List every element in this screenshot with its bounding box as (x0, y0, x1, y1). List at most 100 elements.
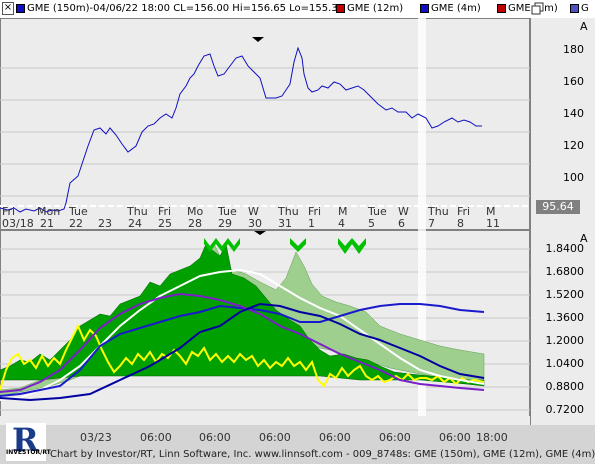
weekday-label: Thu (127, 205, 148, 218)
indicator-y-label: 0.7200 (545, 403, 585, 416)
day-label: 4 (338, 217, 345, 230)
weekday-label: Thu (428, 205, 449, 218)
indicator-y-label: 0.8800 (545, 380, 585, 393)
weekday-label: Mo (187, 205, 204, 218)
indicator-chart-svg (0, 230, 530, 425)
price-y-label: 180 (563, 43, 584, 56)
time-label: 03/23 (80, 431, 112, 444)
weekday-label: W (248, 205, 259, 218)
day-label: 6 (398, 217, 405, 230)
price-y-label: 140 (563, 107, 584, 120)
indicator-y-label: 1.3600 (545, 311, 585, 324)
time-label: 06:00 (259, 431, 291, 444)
day-label: 31 (278, 217, 292, 230)
day-label: 7 (428, 217, 435, 230)
purple-average-line (0, 292, 485, 393)
legend-item-12m[interactable]: GME (12m) (336, 2, 403, 16)
scroll-marker-icon (254, 231, 266, 235)
legend-swatch-icon (336, 3, 345, 13)
day-label: 24 (128, 217, 142, 230)
price-axis (530, 18, 595, 230)
day-label: 28 (188, 217, 202, 230)
yellow-oscillator-line (0, 323, 485, 391)
current-price-tag: 95.64 (536, 200, 580, 214)
day-label: 25 (158, 217, 172, 230)
legend-item-label: G (581, 3, 589, 14)
legend-swatch-icon (570, 3, 579, 13)
weekday-label: M (486, 205, 496, 218)
day-label: 03/18 (2, 217, 34, 230)
investor-rt-logo: R INVESTOR/RT (6, 421, 51, 461)
weekday-label: M (338, 205, 348, 218)
weekday-label: Tue (69, 205, 88, 218)
time-label: 06:00 (379, 431, 411, 444)
weekday-label: Thu (278, 205, 299, 218)
time-label: 06:00 (319, 431, 351, 444)
indicator-y-label: 1.8400 (545, 242, 585, 255)
logo-subtitle: INVESTOR/RT (6, 449, 51, 456)
day-label: 30 (248, 217, 262, 230)
chart-legend-bar: × GME (150m)-04/06/22 18:00 CL=156.00 Hi… (0, 0, 595, 19)
session-highlight-band (418, 18, 426, 230)
price-line (0, 46, 482, 213)
time-label: 18:00 (476, 431, 508, 444)
price-y-label: 100 (563, 171, 584, 184)
weekday-label: Fri (308, 205, 322, 218)
price-chart-svg (0, 18, 530, 230)
day-label: 8 (457, 217, 464, 230)
down-arrow-icon (216, 238, 228, 252)
time-label: 06:00 (439, 431, 471, 444)
legend-swatch-icon (16, 3, 25, 13)
scroll-marker-icon (252, 37, 264, 42)
legend-item-4m-a[interactable]: GME (4m) (420, 2, 481, 16)
time-axis (0, 425, 595, 449)
legend-item-label: GME (4m) (431, 3, 481, 14)
price-panel-corner-label: A (580, 20, 588, 33)
session-highlight-band (418, 230, 426, 425)
weekday-label: W (398, 205, 409, 218)
day-label: 23 (98, 217, 112, 230)
price-y-label: 160 (563, 75, 584, 88)
legend-item-label: GME (12m) (347, 3, 404, 14)
indicator-y-label: 1.6800 (545, 265, 585, 278)
weekday-label: Mon (37, 205, 61, 218)
logo-letter: R (12, 421, 39, 459)
price-gridlines (0, 67, 530, 197)
restore-window-icon[interactable] (531, 2, 545, 16)
weekday-label: Fri (158, 205, 172, 218)
legend-item-g[interactable]: G (570, 2, 589, 16)
legend-swatch-icon (497, 3, 506, 13)
buy-signal-arrows (204, 238, 366, 254)
legend-main-label: GME (150m)-04/06/22 18:00 CL=156.00 Hi=1… (27, 3, 345, 14)
cloud-dark-area (0, 243, 485, 387)
legend-item-4m-b[interactable]: GME (4m) (497, 2, 558, 16)
indicator-panel-corner-label: A (580, 232, 588, 245)
down-arrow-icon (228, 238, 240, 252)
price-y-label: 120 (563, 139, 584, 152)
blue-average-line (0, 303, 485, 397)
day-label: 5 (368, 217, 375, 230)
legend-swatch-icon (420, 3, 429, 13)
day-label: 29 (218, 217, 232, 230)
chart-footer-credit: Chart by Investor/RT, Linn Software, Inc… (50, 449, 595, 460)
day-label: 22 (69, 217, 83, 230)
weekday-label: Fri (457, 205, 471, 218)
navy-average-line (0, 302, 485, 402)
indicator-axis (530, 230, 595, 425)
day-label: 1 (308, 217, 315, 230)
down-arrow-icon (352, 238, 366, 254)
down-arrow-icon (290, 238, 306, 252)
indicator-y-label: 1.5200 (545, 288, 585, 301)
indicator-y-label: 1.0400 (545, 357, 585, 370)
time-label: 06:00 (199, 431, 231, 444)
day-label: 21 (40, 217, 54, 230)
down-arrow-icon (204, 238, 216, 252)
day-label: 11 (486, 217, 500, 230)
legend-item-main[interactable]: GME (150m)-04/06/22 18:00 CL=156.00 Hi=1… (16, 2, 344, 16)
time-label: 06:00 (140, 431, 172, 444)
white-average-line (0, 268, 485, 401)
indicator-y-label: 1.2000 (545, 334, 585, 347)
down-arrow-icon (338, 238, 352, 254)
close-legend-icon[interactable]: × (2, 2, 14, 15)
weekday-label: Tue (368, 205, 387, 218)
